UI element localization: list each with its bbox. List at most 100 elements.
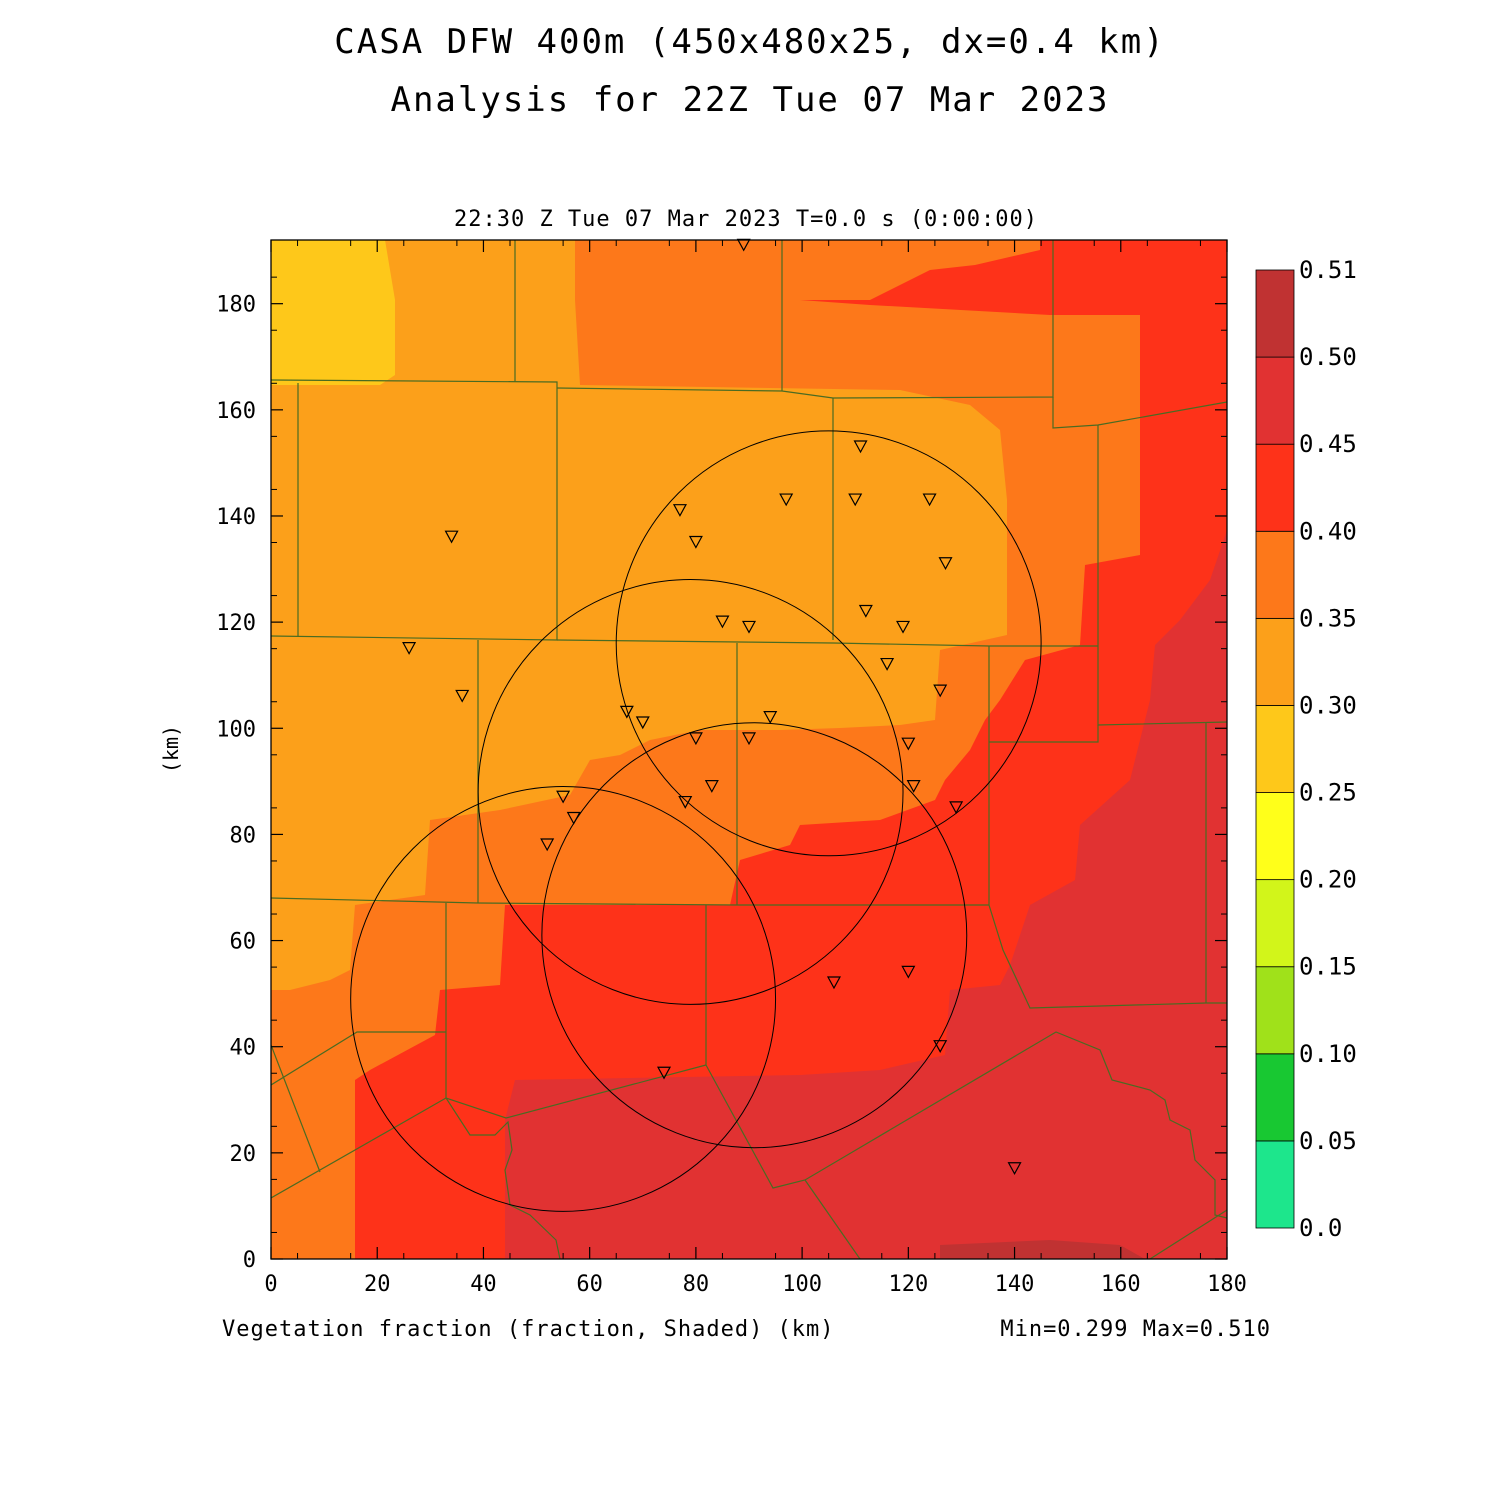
colorbar-swatch [1255, 966, 1295, 1055]
station-marker [672, 504, 687, 517]
colorbar-swatch [1255, 1053, 1295, 1142]
colorbar-label: 0.35 [1299, 604, 1357, 632]
colorbar-label: 0.51 [1299, 256, 1357, 284]
y-axis: 0 20 40 60 80 100 120 140 160 180 [216, 276, 1227, 1273]
station-marker [901, 737, 916, 751]
x-tick-label: 100 [782, 1272, 822, 1297]
x-tick-label: 20 [364, 1272, 391, 1297]
y-tick-label: 160 [216, 399, 256, 424]
radar-range-ring [615, 430, 1042, 857]
station-marker [906, 780, 921, 793]
station-marker [938, 557, 953, 570]
station-marker [688, 535, 703, 549]
station-marker [853, 440, 868, 454]
y-tick-label: 60 [230, 930, 257, 955]
station-marker [896, 620, 911, 634]
x-tick-label: 60 [576, 1272, 603, 1297]
x-tick-label: 120 [888, 1272, 928, 1297]
colorbar-swatch [1255, 617, 1295, 706]
y-tick-label: 120 [216, 611, 256, 636]
station-marker [619, 705, 634, 719]
colorbar-swatch [1255, 879, 1295, 968]
x-tick-label: 40 [470, 1272, 497, 1297]
field-region-045-050 [505, 530, 1227, 1259]
x-tick-label: 0 [264, 1272, 277, 1297]
station-marker [455, 689, 470, 703]
colorbar-swatch [1255, 356, 1295, 445]
radar-range-rings [350, 430, 1042, 1212]
county-boundaries [271, 240, 1227, 1259]
station-marker [741, 620, 757, 634]
y-tick-label: 180 [216, 293, 256, 318]
colorbar-label: 0.05 [1299, 1127, 1357, 1155]
colorbar-label: 0.40 [1299, 517, 1357, 545]
station-marker [741, 732, 757, 746]
station-marker [402, 642, 417, 655]
x-axis: 0 20 40 60 80 100 120 140 160 180 [264, 240, 1247, 1297]
field-region-035-040-top [271, 240, 1040, 300]
y-tick-label: 80 [230, 823, 257, 848]
x-tick-label: 140 [995, 1272, 1035, 1297]
station-marker [688, 732, 703, 746]
x-tick-label: 80 [683, 1272, 710, 1297]
colorbar-swatch [1255, 443, 1295, 532]
field-region-030-035 [271, 240, 1007, 990]
station-marker [678, 795, 693, 809]
y-tick-label: 0 [243, 1248, 256, 1273]
min-max-readout: Min=0.299 Max=0.510 [1000, 1317, 1271, 1342]
y-tick-label: 20 [230, 1142, 257, 1167]
colorbar-label: 0.30 [1299, 691, 1357, 719]
radar-range-ring [477, 579, 904, 1005]
colorbar-label: 0.10 [1299, 1040, 1357, 1068]
station-marker [880, 657, 895, 671]
plot-frame [270, 239, 1228, 1260]
y-axis-label: (km) [159, 725, 183, 773]
colorbar: 0.0 0.05 0.10 0.15 0.20 0.25 0.30 0.35 0.40 0.45 0… [1255, 256, 1357, 1242]
radar-range-ring [350, 785, 777, 1212]
station-marker [566, 811, 581, 825]
plot-timestamp: 22:30 Z Tue 07 Mar 2023 T=0.0 s (0:00:00… [454, 207, 1038, 232]
station-marker [736, 238, 751, 252]
station-marker [556, 790, 571, 804]
station-marker [540, 838, 555, 852]
colorbar-swatch [1255, 1140, 1295, 1229]
station-marker [949, 801, 964, 815]
field-region-025-030 [271, 240, 395, 385]
y-tick-label: 40 [230, 1036, 257, 1061]
colorbar-swatch [1255, 269, 1295, 358]
station-marker [922, 493, 937, 507]
field-description: Vegetation fraction (fraction, Shaded) (… [222, 1317, 835, 1342]
station-marker [1007, 1162, 1022, 1176]
station-marker [715, 615, 730, 629]
colorbar-swatch [1255, 705, 1295, 793]
station-marker [933, 1040, 948, 1053]
colorbar-label: 0.25 [1299, 779, 1357, 807]
colorbar-label: 0.15 [1299, 953, 1357, 981]
colorbar-label: 0.45 [1299, 430, 1357, 458]
colorbar-swatch [1255, 530, 1295, 619]
x-tick-label: 160 [1101, 1272, 1141, 1297]
colorbar-swatch [1255, 792, 1295, 881]
station-marker [444, 530, 459, 544]
station-marker [779, 493, 794, 507]
colorbar-label: 0.0 [1299, 1214, 1342, 1242]
station-markers [402, 238, 1022, 1176]
station-marker [657, 1066, 672, 1080]
station-marker [763, 711, 778, 724]
station-marker [848, 493, 863, 507]
station-marker [704, 780, 719, 793]
chart-title: CASA DFW 400m (450x480x25, dx=0.4 km) [334, 22, 1166, 62]
colorbar-label: 0.20 [1299, 866, 1357, 894]
colorbar-label: 0.50 [1299, 343, 1357, 371]
y-tick-label: 100 [216, 717, 256, 742]
radar-range-ring [541, 722, 968, 1149]
station-marker [901, 965, 916, 979]
station-marker [933, 684, 948, 698]
station-marker [858, 604, 873, 618]
y-tick-label: 140 [216, 505, 256, 530]
station-marker [826, 976, 841, 990]
station-marker [635, 716, 650, 730]
x-tick-label: 180 [1207, 1272, 1247, 1297]
vegetation-fraction-field [271, 240, 1227, 1259]
